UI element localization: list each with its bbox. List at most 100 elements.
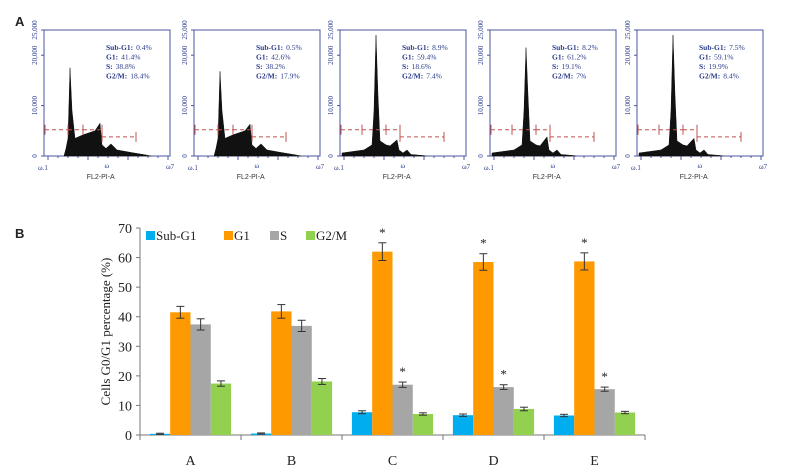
bar-g2m-a: [210, 383, 232, 435]
stat-value: 19.9%: [709, 62, 728, 71]
stat-value: 7.5%: [729, 43, 745, 52]
stat-label: Sub-G1:: [552, 43, 579, 52]
histogram-area: [63, 67, 152, 157]
x-tick-label: ω: [104, 162, 109, 170]
y-tick-label: 20,000: [477, 45, 485, 65]
x-tick-label: ω7: [462, 163, 471, 171]
stat-label: G2/M:: [402, 72, 423, 81]
x-tick-label: ω: [254, 162, 259, 170]
bar-g2m-e: [614, 412, 636, 435]
bar-s-b: [291, 325, 312, 435]
stat-label: Sub-G1:: [256, 43, 283, 52]
stat-label: G1:: [256, 53, 268, 62]
y-tick-label: 10,000: [327, 95, 335, 115]
stat-label: G1:: [699, 53, 711, 62]
stat-value: 41.4%: [121, 53, 140, 62]
x-tick-label: ω7: [612, 163, 621, 171]
stat-label: S:: [256, 62, 263, 71]
significance-marker: *: [581, 235, 588, 250]
stat-line: G2/M: 18.4%: [106, 72, 150, 81]
x-axis-label: FL2-PI-A: [533, 174, 561, 181]
stat-line: S: 38.8%: [106, 62, 135, 71]
x-axis-label: FL2-PI-A: [680, 174, 708, 181]
significance-marker: *: [601, 369, 608, 384]
y-tick-label: 20,000: [327, 45, 335, 65]
stat-line: G2/M: 7.4%: [402, 72, 442, 81]
stat-line: Sub-G1: 8.2%: [552, 43, 598, 52]
x-tick-label: ω: [550, 162, 555, 170]
y-tick-label: 25,000: [327, 20, 335, 40]
legend-label: G2/M: [316, 228, 348, 243]
legend-label: Sub-G1: [156, 228, 196, 243]
legend-item-g2m: G2/M: [306, 228, 348, 243]
stat-value: 0.5%: [286, 43, 302, 52]
stat-value: 17.9%: [280, 72, 299, 81]
stat-line: G1: 59.4%: [402, 53, 436, 62]
x-tick-label: D: [488, 454, 498, 469]
stat-value: 18.4%: [130, 72, 149, 81]
bar-s-a: [190, 324, 211, 435]
bar-s-c: [392, 384, 413, 435]
x-tick-label: ω.1: [484, 164, 494, 172]
significance-marker: *: [399, 364, 406, 379]
bar-sub-g1-e: [553, 415, 575, 435]
x-tick-label: ω: [697, 162, 702, 170]
histogram-panel-e: 0 10,000 20,000 25,000 ω.1 ω ω7 FL2-PI-A Sub-G1:…: [624, 20, 768, 181]
histogram-panel-b: 0 10,000 20,000 25,000 ω.1 ω ω7 FL2-PI-A Sub-G1:…: [181, 20, 325, 181]
y-tick-label: 20,000: [31, 45, 39, 65]
stat-line: S: 38.2%: [256, 62, 285, 71]
x-tick-label: ω.1: [631, 164, 641, 172]
stat-label: G1:: [402, 53, 414, 62]
stat-label: S:: [402, 62, 409, 71]
y-tick-label: 40: [118, 311, 132, 326]
y-tick-label: 20,000: [624, 45, 632, 65]
bar-sub-g1-c: [351, 412, 373, 435]
y-tick-label: 25,000: [181, 20, 189, 40]
bar-s-d: [493, 387, 514, 435]
significance-marker: *: [480, 236, 487, 251]
significance-marker: *: [500, 367, 507, 382]
histogram-area: [213, 71, 302, 157]
y-tick-label: 25,000: [477, 20, 485, 40]
y-tick-label: 0: [624, 154, 632, 158]
histogram-area: [491, 47, 577, 157]
stat-line: G1: 61.2%: [552, 53, 586, 62]
stat-value: 18.6%: [412, 62, 431, 71]
bar-s-e: [594, 389, 615, 435]
x-tick-label: C: [388, 454, 397, 469]
stat-line: G1: 59.1%: [699, 53, 733, 62]
x-axis-label: FL2-PI-A: [237, 174, 265, 181]
histogram-panel-d: 0 10,000 20,000 25,000 ω.1 ω ω7 FL2-PI-A Sub-G1:…: [477, 20, 621, 181]
y-tick-label: 25,000: [624, 20, 632, 40]
y-tick-label: 70: [118, 222, 132, 237]
bar-g1-d: [473, 262, 494, 435]
panel-label-b: B: [15, 226, 25, 241]
bar-g1-a: [170, 312, 191, 435]
significance-marker: *: [379, 225, 386, 240]
bar-g2m-c: [412, 414, 434, 435]
y-axis-label: Cells G0/G1 percentage (%): [98, 258, 113, 406]
y-tick-label: 0: [181, 154, 189, 158]
stat-line: G2/M: 7%: [552, 72, 586, 81]
bar-g2m-b: [311, 381, 333, 435]
x-tick-label: ω: [400, 162, 405, 170]
histogram-area: [638, 35, 724, 157]
x-tick-label: A: [185, 454, 196, 469]
legend-item-s: S: [270, 228, 287, 243]
stat-value: 19.1%: [562, 62, 581, 71]
bar-sub-g1-d: [452, 415, 474, 435]
x-axis-label: FL2-PI-A: [87, 174, 115, 181]
y-tick-label: 0: [327, 154, 335, 158]
y-tick-label: 60: [118, 252, 132, 267]
stat-label: G2/M:: [552, 72, 573, 81]
y-tick-label: 20: [118, 370, 132, 385]
y-tick-label: 25,000: [31, 20, 39, 40]
bar-g1-b: [271, 311, 292, 435]
stat-line: G1: 41.4%: [106, 53, 140, 62]
histogram-panels: 0 10,000 20,000 25,000 ω.1 ω ω7 FL2-PI-A Sub-G1:…: [31, 20, 768, 181]
y-tick-label: 10: [118, 399, 132, 414]
stat-value: 0.4%: [136, 43, 152, 52]
stat-label: Sub-G1:: [699, 43, 726, 52]
stat-value: 42.6%: [271, 53, 290, 62]
